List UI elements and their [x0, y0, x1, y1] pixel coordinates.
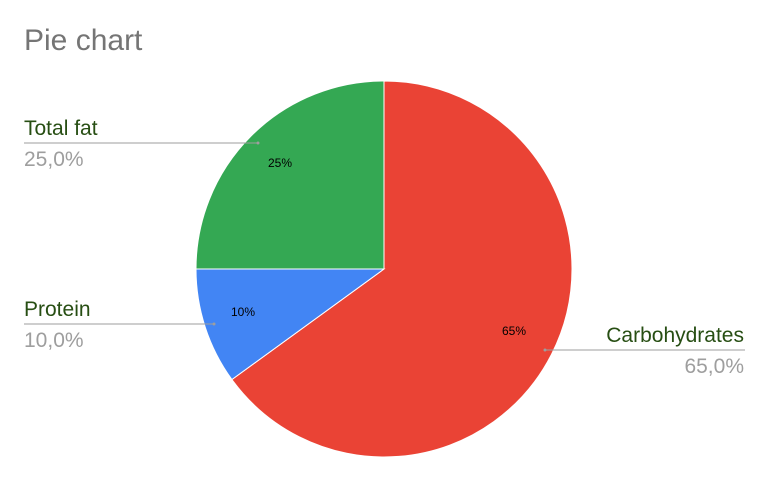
- chart-title: Pie chart: [24, 24, 143, 57]
- slice-percent-label-total-fat: 25%: [268, 156, 292, 170]
- callout-value-protein: 10,0%: [24, 329, 84, 352]
- slice-percent-label-carbohydrates: 65%: [502, 324, 526, 338]
- leader-dot-protein: [212, 322, 216, 326]
- callout-value-total-fat: 25,0%: [24, 148, 84, 171]
- pie-slice-protein: [195, 268, 386, 381]
- pie-slice-total-fat: [195, 80, 385, 270]
- callout-label-protein: Protein: [24, 298, 91, 321]
- callout-label-total-fat: Total fat: [24, 117, 98, 140]
- leader-dot-carbohydrates: [543, 348, 547, 352]
- slice-percent-label-protein: 10%: [231, 305, 255, 319]
- callout-label-carbohydrates: Carbohydrates: [606, 324, 744, 347]
- pie-slice-carbohydrates: [231, 80, 573, 458]
- callout-value-carbohydrates: 65,0%: [684, 355, 744, 378]
- leader-dot-total-fat: [256, 141, 260, 145]
